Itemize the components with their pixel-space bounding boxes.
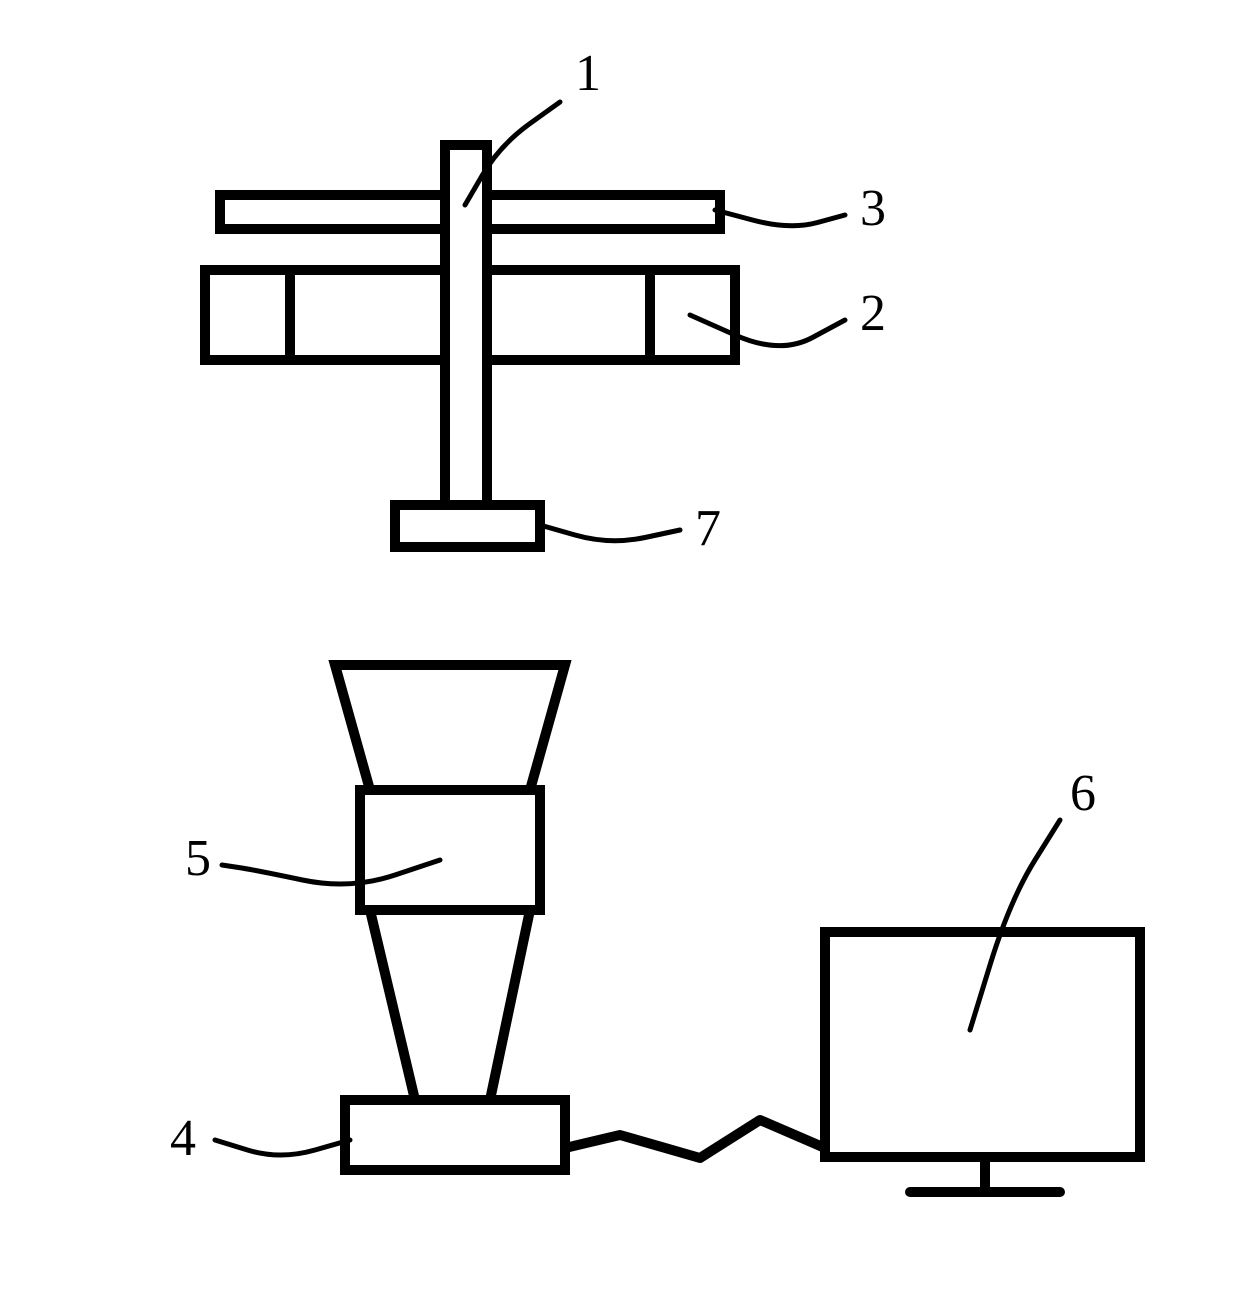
label-7: 7 xyxy=(695,500,721,557)
camera-mid-rect xyxy=(360,790,540,910)
label-3: 3 xyxy=(860,180,886,237)
base-block xyxy=(395,505,540,547)
leader-3 xyxy=(715,210,845,226)
leader-4 xyxy=(215,1140,350,1155)
camera-bottom-trapezoid xyxy=(370,910,530,1100)
monitor-screen xyxy=(825,932,1140,1157)
camera-base-box xyxy=(345,1100,565,1170)
mask-lower xyxy=(450,264,482,366)
mask-top xyxy=(450,189,482,235)
wire xyxy=(565,1120,825,1158)
camera-top-trapezoid xyxy=(335,665,565,790)
label-6: 6 xyxy=(1070,765,1096,822)
label-2: 2 xyxy=(860,285,886,342)
label-1: 1 xyxy=(575,45,601,102)
label-5: 5 xyxy=(185,830,211,887)
label-4: 4 xyxy=(170,1110,196,1167)
leader-7 xyxy=(540,525,680,541)
